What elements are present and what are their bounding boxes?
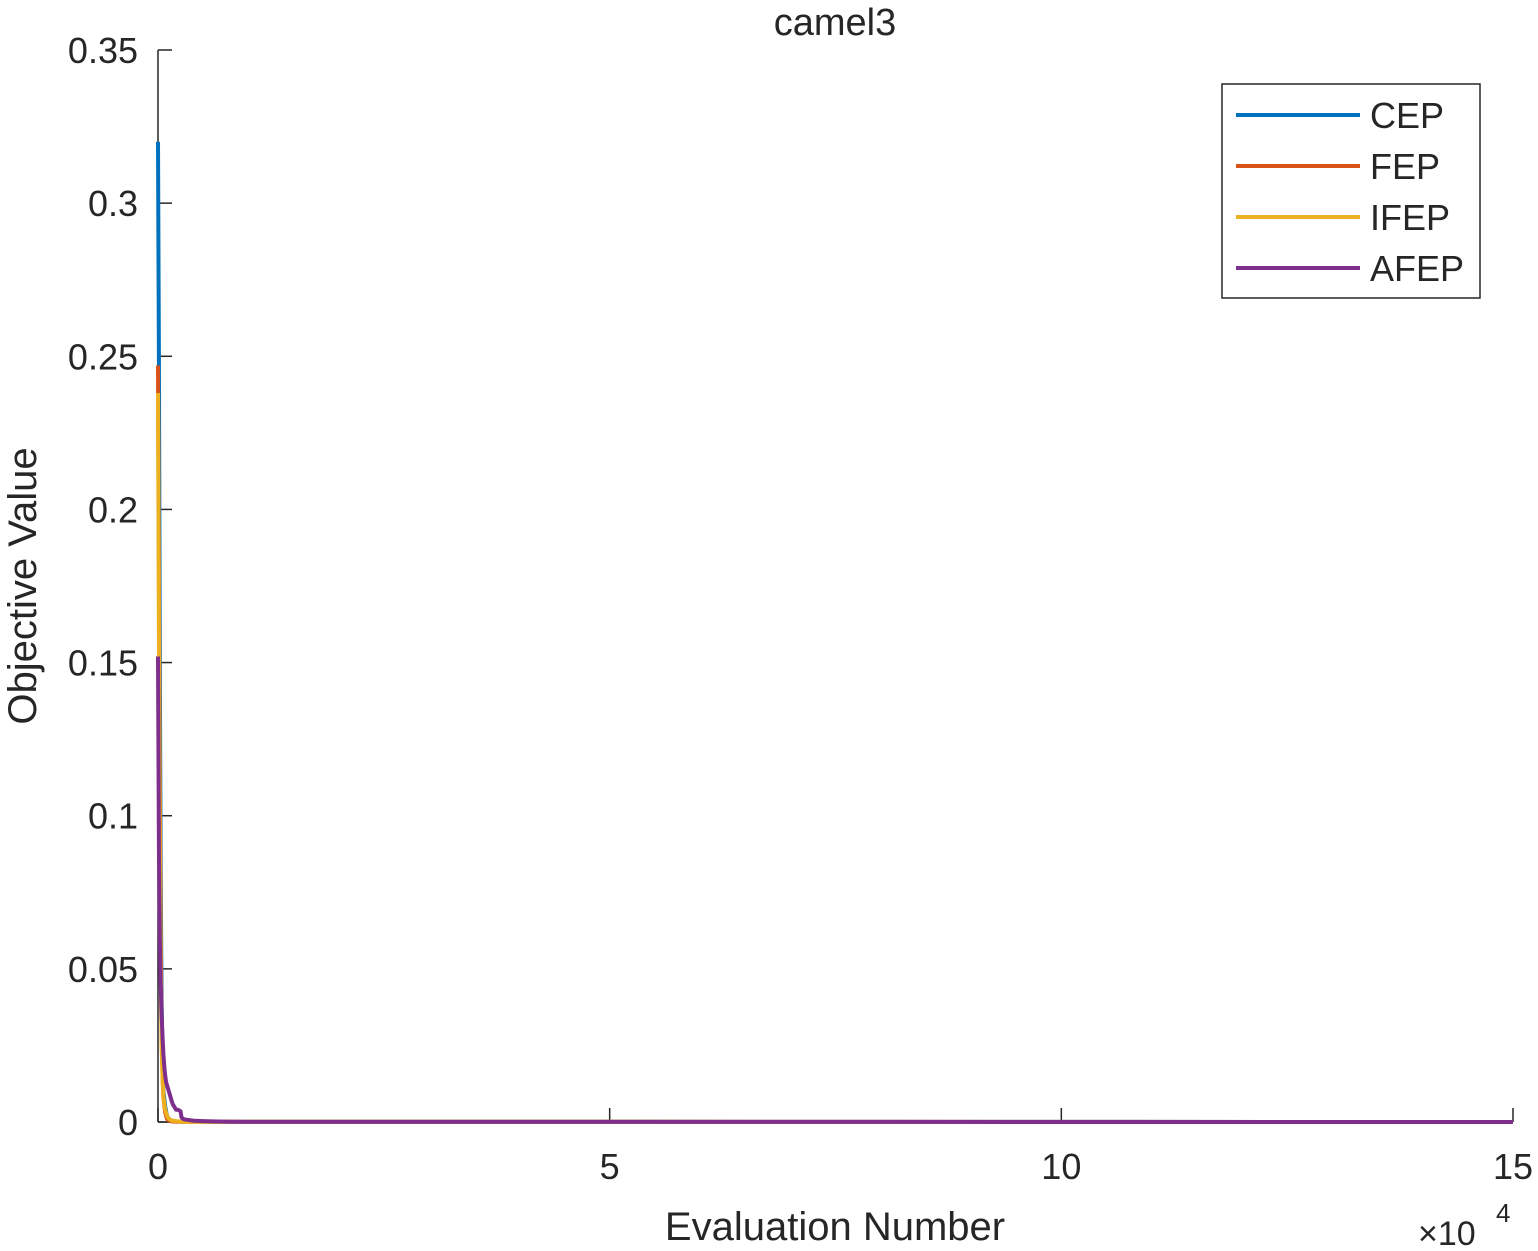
legend-label-afep: AFEP (1370, 248, 1464, 289)
y-tick-label: 0.25 (68, 336, 138, 377)
ticks: 0 0.05 0.1 0.15 0.2 0.25 0.3 0.35 0 5 10 15 (68, 30, 1533, 1187)
legend-label-ifep: IFEP (1370, 197, 1450, 238)
x-exponent: ×10 4 (1418, 1198, 1510, 1251)
legend-label-fep: FEP (1370, 146, 1440, 187)
legend: CEP FEP IFEP AFEP (1221, 83, 1481, 299)
x-tick-label: 15 (1493, 1146, 1533, 1187)
x-exponent-power: 4 (1496, 1198, 1510, 1228)
y-tick-label: 0.1 (88, 796, 138, 837)
x-tick-label: 10 (1041, 1146, 1081, 1187)
legend-label-cep: CEP (1370, 95, 1444, 136)
y-tick-label: 0.2 (88, 489, 138, 530)
x-tick-label: 0 (148, 1146, 168, 1187)
y-tick-label: 0.15 (68, 643, 138, 684)
chart-title: camel3 (774, 2, 897, 44)
series-lines (156, 141, 1514, 1124)
x-tick-label: 5 (600, 1146, 620, 1187)
x-exponent-base: ×10 (1418, 1215, 1476, 1251)
legend-box (1221, 83, 1481, 299)
series-line-afep (156, 656, 1514, 1124)
y-tick-label: 0.3 (88, 183, 138, 224)
y-tick-label: 0.05 (68, 949, 138, 990)
y-tick-label: 0 (118, 1102, 138, 1143)
y-tick-label: 0.35 (68, 30, 138, 71)
y-axis-label: Objective Value (1, 447, 45, 724)
x-axis-label: Evaluation Number (665, 1205, 1005, 1249)
